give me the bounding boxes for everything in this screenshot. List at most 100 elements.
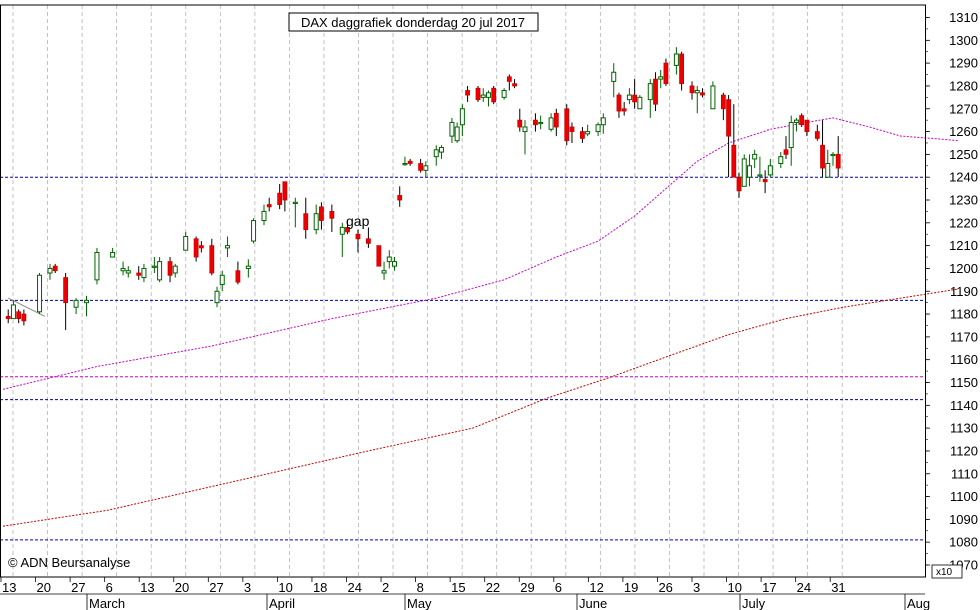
candle-body-up <box>433 149 439 158</box>
candle-body-up <box>746 165 752 178</box>
candle-body-up <box>710 85 716 110</box>
y-tick-label: 1150 <box>950 375 978 390</box>
x-day-tick-label: 2 <box>382 580 389 595</box>
candle-body-down <box>580 131 585 139</box>
x-day-tick-label: 3 <box>244 580 251 595</box>
candle-body-down <box>512 83 517 87</box>
candle-body-down <box>632 94 638 103</box>
candle-body-down <box>407 160 413 164</box>
y-tick-label: 1170 <box>950 329 978 344</box>
chart-title: DAX daggrafiek donderdag 20 jul 2017 <box>301 15 525 30</box>
candle-body-up <box>637 96 643 110</box>
unit-label: x10 <box>936 567 953 578</box>
candle-body-up <box>830 153 836 157</box>
copyright-text: © ADN Beursanalyse <box>8 555 130 570</box>
candle-body-down <box>345 226 350 233</box>
candle-body-up <box>157 261 163 281</box>
candle-body-up <box>37 274 43 313</box>
candle-body-up <box>402 163 408 166</box>
candle-body-down <box>621 108 627 112</box>
y-tick-label: 1160 <box>950 352 978 367</box>
candle-body-down <box>355 233 361 240</box>
candle-body-up <box>110 251 116 258</box>
candle-body-up <box>647 83 653 101</box>
candle-body-up <box>752 153 758 160</box>
candle-body-down <box>319 206 324 221</box>
candle-body-up <box>292 201 298 204</box>
moving-average-long <box>2 288 959 527</box>
candle-body-down <box>167 261 173 276</box>
x-day-tick-label: 10 <box>278 580 292 595</box>
candle-body-up <box>480 94 486 98</box>
x-day-tick-label: 24 <box>797 580 811 595</box>
candle-body-down <box>235 270 241 283</box>
x-day-tick-label: 20 <box>175 580 189 595</box>
candle-body-up <box>757 174 763 177</box>
y-tick-label: 1140 <box>950 398 978 413</box>
candle-body-up <box>94 251 100 281</box>
candle-body-up <box>214 290 220 304</box>
candle-body-down <box>418 163 424 171</box>
y-tick-label: 1180 <box>950 307 978 322</box>
candle-body-down <box>731 144 737 178</box>
candle-body-up <box>694 90 700 94</box>
trend-line <box>7 297 45 317</box>
candle-body-down <box>475 87 481 101</box>
candle-body-down <box>804 119 810 132</box>
y-tick-label: 1310 <box>949 10 978 25</box>
candle-body-down <box>616 94 622 112</box>
x-day-tick-label: 3 <box>693 580 700 595</box>
candle-body-up <box>438 147 444 153</box>
x-day-tick-label: 6 <box>106 580 113 595</box>
x-day-tick-label: 8 <box>417 580 424 595</box>
candle-body-up <box>788 121 794 149</box>
candle-body-up <box>125 270 131 274</box>
candle-body-up <box>595 124 601 133</box>
candle-body-down <box>720 94 726 110</box>
candle-body-down <box>329 211 335 219</box>
candle-body-down <box>21 313 27 322</box>
x-day-tick-label: 13 <box>140 580 154 595</box>
x-month-label: July <box>742 596 766 610</box>
candle-body-up <box>673 53 679 66</box>
candle-body-up <box>778 156 784 164</box>
y-tick-label: 1200 <box>949 261 978 276</box>
candle-body-down <box>700 92 705 96</box>
y-tick-label: 1210 <box>949 238 978 253</box>
candle-body-down <box>679 53 684 85</box>
candle-body-up <box>741 158 747 187</box>
x-day-tick-label: 6 <box>555 580 562 595</box>
candle-body-up <box>485 92 491 98</box>
candle-body-up <box>626 94 632 101</box>
candle-body-up <box>224 245 230 249</box>
y-tick-label: 1190 <box>950 284 978 299</box>
x-day-tick-label: 26 <box>658 580 672 595</box>
candle-body-down <box>835 153 841 169</box>
candle-body-up <box>611 71 617 82</box>
candle-body-down <box>303 213 309 231</box>
candle-body-down <box>564 108 570 142</box>
candle-body-up <box>339 226 345 235</box>
candle-body-up <box>793 119 799 123</box>
candle-body-down <box>814 131 820 139</box>
candle-body-up <box>454 126 460 142</box>
candles <box>5 47 841 331</box>
y-tick-label: 1080 <box>949 535 978 550</box>
x-day-tick-label: 27 <box>209 580 223 595</box>
candle-body-up <box>84 299 90 304</box>
y-tick-label: 1260 <box>949 124 978 139</box>
x-month-label: June <box>579 596 607 610</box>
candle-body-up <box>538 121 544 125</box>
candle-body-up <box>501 90 507 98</box>
candle-body-up <box>658 76 664 80</box>
candle-body-up <box>600 117 606 126</box>
candle-body-down <box>365 238 371 244</box>
candle-body-down <box>726 99 731 137</box>
x-day-tick-label: 22 <box>486 580 500 595</box>
candle-body-down <box>799 115 805 126</box>
candle-body-up <box>381 270 387 274</box>
candle-body-down <box>553 112 559 128</box>
y-tick-label: 1290 <box>949 56 978 71</box>
candle-body-up <box>585 131 591 135</box>
